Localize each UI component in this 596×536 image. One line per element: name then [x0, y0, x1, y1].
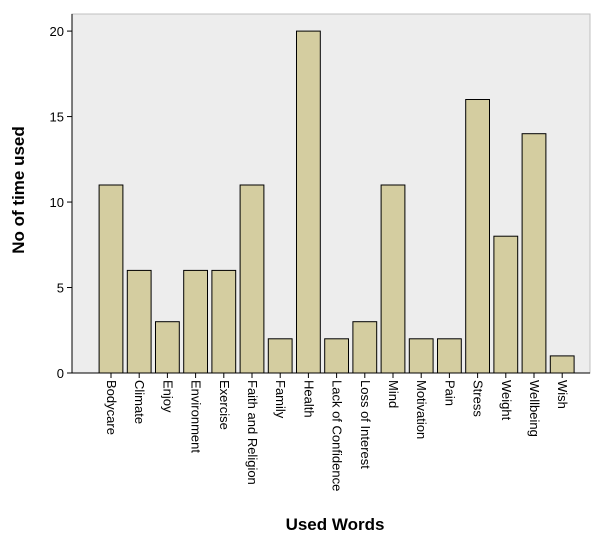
x-tick-label: Enjoy — [160, 380, 175, 413]
bar-mind — [381, 185, 405, 373]
bar-bodycare — [99, 185, 123, 373]
y-tick-label: 5 — [57, 281, 64, 296]
bar-health — [297, 31, 321, 373]
bar-stress — [466, 100, 490, 374]
x-tick-label: Motivation — [414, 380, 429, 439]
bar-pain — [438, 339, 462, 373]
x-tick-label: Weight — [499, 380, 514, 421]
x-tick-label: Faith and Religion — [245, 380, 260, 485]
y-tick-label: 10 — [50, 195, 64, 210]
x-tick-label: Mind — [386, 380, 401, 408]
bar-motivation — [409, 339, 433, 373]
y-tick-label: 0 — [57, 366, 64, 381]
bar-family — [268, 339, 292, 373]
bar-faith-and-religion — [240, 185, 264, 373]
x-tick-label: Climate — [132, 380, 147, 424]
x-tick-label: Stress — [471, 380, 486, 417]
bar-climate — [127, 270, 151, 373]
x-tick-label: Family — [273, 380, 288, 419]
bar-wish — [550, 356, 574, 373]
y-tick-label: 20 — [50, 24, 64, 39]
x-ticks-group: Bodycare Climate Enjoy Environment Exercise F… — [104, 373, 570, 491]
x-tick-label: Pain — [442, 380, 457, 406]
y-ticks-group: 0 5 10 15 20 — [50, 24, 72, 381]
x-tick-label: Wellbeing — [527, 380, 542, 437]
x-tick-label: Loss of Interest — [358, 380, 373, 469]
bar-enjoy — [156, 322, 180, 373]
y-axis-title: No of time used — [9, 126, 28, 254]
bar-loss-of-interest — [353, 322, 377, 373]
x-tick-label: Environment — [189, 380, 204, 453]
x-tick-label: Wish — [555, 380, 570, 409]
x-tick-label: Health — [301, 380, 316, 418]
x-tick-label: Bodycare — [104, 380, 119, 435]
x-tick-label: Exercise — [217, 380, 232, 430]
bar-wellbeing — [522, 134, 546, 373]
x-tick-label: Lack of Confidence — [330, 380, 345, 491]
bar-exercise — [212, 270, 236, 373]
y-tick-label: 15 — [50, 110, 64, 125]
bar-environment — [184, 270, 208, 373]
x-axis-title: Used Words — [286, 515, 385, 534]
bar-weight — [494, 236, 518, 373]
bar-lack-of-confidence — [325, 339, 349, 373]
